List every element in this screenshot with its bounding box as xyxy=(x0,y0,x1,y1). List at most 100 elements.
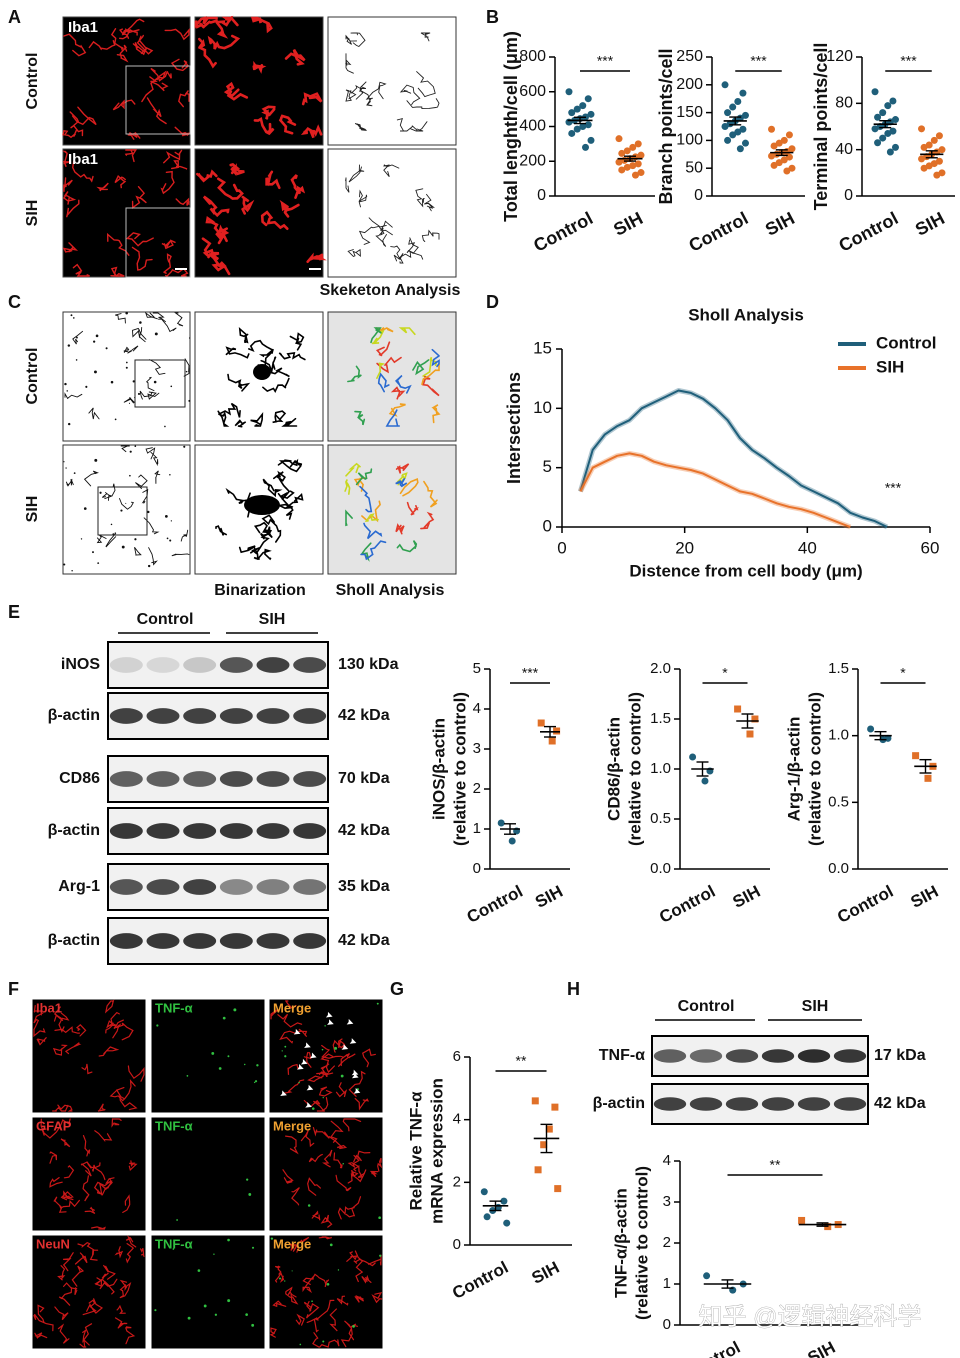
data-point xyxy=(584,121,592,129)
cell-process xyxy=(197,37,217,69)
cell-process xyxy=(274,1265,282,1275)
puncta xyxy=(378,1216,381,1220)
cell-process xyxy=(122,1194,131,1213)
puncta xyxy=(321,1048,324,1051)
cell-process xyxy=(238,326,249,344)
image-label: Merge xyxy=(273,1118,311,1133)
cell-process xyxy=(121,29,138,39)
cell-process xyxy=(375,229,393,247)
image-label: NeuN xyxy=(36,1236,70,1251)
data-point xyxy=(540,1141,548,1149)
cell-process xyxy=(390,386,406,400)
cell-process xyxy=(285,1286,297,1298)
data-point xyxy=(924,774,932,782)
cell-process xyxy=(148,547,158,566)
data-point xyxy=(879,134,887,142)
x-tick-label: 60 xyxy=(921,538,940,557)
cell-process xyxy=(261,105,276,120)
blot-frame xyxy=(107,641,329,689)
cell-process xyxy=(420,511,435,530)
cell-process xyxy=(277,492,304,509)
cell-process xyxy=(234,419,247,428)
y-tick-label: 0 xyxy=(663,1316,671,1333)
cell-process xyxy=(312,1332,323,1348)
cell-process xyxy=(399,477,419,497)
cell-process xyxy=(98,1046,120,1057)
cell-process xyxy=(164,28,190,41)
blot-band xyxy=(725,1097,759,1111)
data-point xyxy=(935,132,943,140)
cell-process xyxy=(146,97,167,125)
blot-band xyxy=(256,933,290,949)
blot-size: 42 kDa xyxy=(338,932,390,949)
cell-process xyxy=(360,542,372,562)
puncta xyxy=(284,1045,287,1048)
cell-process xyxy=(250,533,270,555)
cell-process xyxy=(431,404,441,424)
cell-process xyxy=(164,267,189,277)
y-tick-label: 120 xyxy=(826,48,853,65)
micrograph xyxy=(151,999,265,1113)
inset-box xyxy=(97,486,148,536)
panel-letter: D xyxy=(486,292,499,312)
cell-process xyxy=(147,391,160,400)
cell-process xyxy=(110,266,125,278)
cell-process xyxy=(119,1281,132,1299)
cell-process xyxy=(285,1291,299,1305)
cell-process xyxy=(33,1313,54,1332)
y-axis-label: Arg-1/β-actin xyxy=(784,717,803,822)
cell-process xyxy=(96,182,109,192)
y-tick-label: 2 xyxy=(663,1234,671,1251)
y-tick-label: 0 xyxy=(543,516,552,535)
category-label: SIH xyxy=(912,208,948,240)
data-point xyxy=(775,159,783,167)
cell-process xyxy=(396,540,418,553)
cell-process xyxy=(63,177,73,192)
cell-process xyxy=(348,164,365,183)
group-label: SIH xyxy=(259,611,286,628)
puncta xyxy=(97,562,100,564)
cell-process xyxy=(354,1250,364,1283)
y-tick-label: 3 xyxy=(473,740,481,757)
data-point xyxy=(751,715,759,723)
puncta xyxy=(93,340,96,343)
cell-process xyxy=(415,188,426,208)
puncta xyxy=(170,520,172,522)
data-point xyxy=(933,171,941,179)
data-point xyxy=(741,139,749,147)
cell-process xyxy=(261,514,282,543)
data-point xyxy=(884,129,892,137)
cell-process xyxy=(274,1272,285,1283)
cell-process xyxy=(33,1028,46,1038)
cell-process xyxy=(227,373,251,392)
x-tick-label: 40 xyxy=(798,538,817,557)
puncta xyxy=(121,545,125,549)
data-point xyxy=(734,705,742,713)
cell-process xyxy=(125,232,154,247)
puncta xyxy=(254,1080,258,1083)
category-label: SIH xyxy=(805,1338,839,1358)
puncta xyxy=(125,361,128,364)
cell-process xyxy=(345,34,358,45)
cell-process xyxy=(149,359,166,375)
cell-process xyxy=(422,356,438,377)
blot-protein: β-actin xyxy=(48,707,100,724)
data-point xyxy=(780,136,788,144)
image-label: TNF-α xyxy=(155,1118,193,1133)
cell-process xyxy=(422,375,440,397)
cell-process xyxy=(216,15,239,27)
blot-band xyxy=(293,879,327,895)
category-label: Control xyxy=(449,1258,511,1303)
cell-process xyxy=(136,34,154,55)
data-point xyxy=(579,123,587,130)
puncta xyxy=(169,473,171,476)
data-point xyxy=(918,125,926,133)
cell-process xyxy=(303,1052,312,1068)
row-label: SIH xyxy=(24,200,41,227)
cell-process xyxy=(145,376,155,392)
micrograph xyxy=(327,444,457,575)
cell-process xyxy=(279,1030,296,1044)
cell-process xyxy=(81,1063,93,1075)
micrograph xyxy=(327,311,457,442)
